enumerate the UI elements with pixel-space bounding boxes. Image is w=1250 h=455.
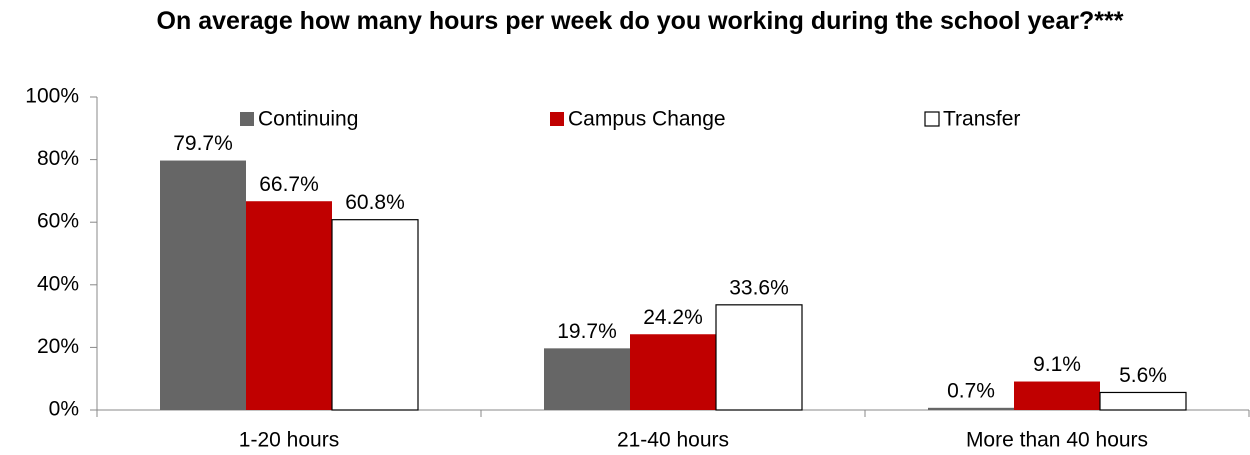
data-label: 24.2% xyxy=(643,306,703,329)
legend-swatch xyxy=(924,111,940,127)
y-tick-label: 40% xyxy=(37,272,79,295)
bar xyxy=(544,348,630,410)
data-label: 0.7% xyxy=(947,379,995,402)
bar xyxy=(246,201,332,410)
legend-label: Campus Change xyxy=(568,108,726,131)
legend-swatch xyxy=(550,112,564,126)
bar xyxy=(331,219,419,411)
data-label: 33.6% xyxy=(729,276,789,299)
y-tick-label: 100% xyxy=(25,85,79,108)
x-tick-label: 1-20 hours xyxy=(239,429,339,452)
y-tick-label: 0% xyxy=(49,398,79,421)
x-tick-label: More than 40 hours xyxy=(966,429,1148,452)
bar xyxy=(160,160,246,410)
bar xyxy=(1014,381,1100,410)
data-label: 60.8% xyxy=(345,191,405,214)
chart-title: On average how many hours per week do yo… xyxy=(156,7,1124,35)
data-label: 9.1% xyxy=(1033,353,1081,376)
data-label: 5.6% xyxy=(1119,364,1167,387)
bar xyxy=(630,334,716,410)
y-tick-label: 80% xyxy=(37,147,79,170)
bar xyxy=(715,304,803,411)
y-tick-label: 20% xyxy=(37,335,79,358)
y-tick-label: 60% xyxy=(37,210,79,233)
data-label: 19.7% xyxy=(557,320,617,343)
bar xyxy=(928,407,1014,410)
data-label: 79.7% xyxy=(173,132,233,155)
legend-swatch xyxy=(240,112,254,126)
bar xyxy=(1099,391,1187,411)
data-label: 66.7% xyxy=(259,173,319,196)
x-tick-label: 21-40 hours xyxy=(617,429,729,452)
legend-label: Continuing xyxy=(258,108,358,131)
legend-label: Transfer xyxy=(943,108,1020,131)
